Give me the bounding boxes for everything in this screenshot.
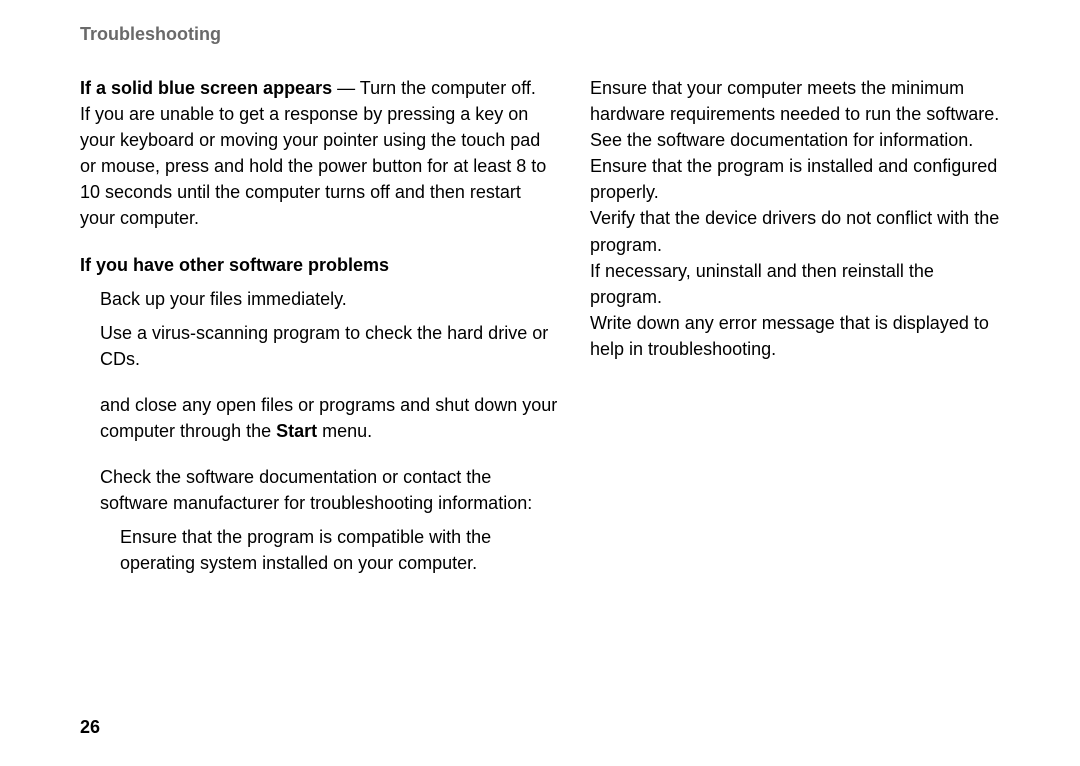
- document-page: Troubleshooting If a solid blue screen a…: [0, 0, 1080, 766]
- right-reinstall: If necessary, uninstall and then reinsta…: [590, 258, 1010, 310]
- content-columns: If a solid blue screen appears — Turn th…: [80, 75, 1010, 577]
- shutdown-text-c: menu.: [317, 421, 372, 441]
- right-hardware-req: Ensure that your computer meets the mini…: [590, 75, 1010, 153]
- right-drivers: Verify that the device drivers do not co…: [590, 205, 1010, 257]
- sub-bullet-compatible: Ensure that the program is compatible wi…: [100, 524, 560, 576]
- blue-screen-instructions: If you are unable to get a response by p…: [80, 101, 560, 231]
- page-number: 26: [80, 717, 100, 738]
- bullet-list: Back up your files immediately. Use a vi…: [80, 286, 560, 577]
- blue-screen-turnoff: — Turn the computer off.: [332, 78, 536, 98]
- heading-blue-screen: If a solid blue screen appears: [80, 78, 332, 98]
- heading-other-problems: If you have other software problems: [80, 252, 560, 278]
- start-menu: Start: [276, 421, 317, 441]
- section-header: Troubleshooting: [80, 24, 1010, 45]
- blue-screen-block: If a solid blue screen appears — Turn th…: [80, 75, 560, 232]
- bullet-backup: Back up your files immediately.: [100, 286, 560, 312]
- bullet-check-docs: Check the software documentation or cont…: [100, 464, 560, 516]
- right-installed: Ensure that the program is installed and…: [590, 153, 1010, 205]
- right-error-msg: Write down any error message that is dis…: [590, 310, 1010, 362]
- bullet-virus-scan: Use a virus-scanning program to check th…: [100, 320, 560, 372]
- right-column: Ensure that your computer meets the mini…: [590, 75, 1010, 577]
- bullet-shutdown: and close any open files or programs and…: [100, 392, 560, 444]
- left-column: If a solid blue screen appears — Turn th…: [80, 75, 560, 577]
